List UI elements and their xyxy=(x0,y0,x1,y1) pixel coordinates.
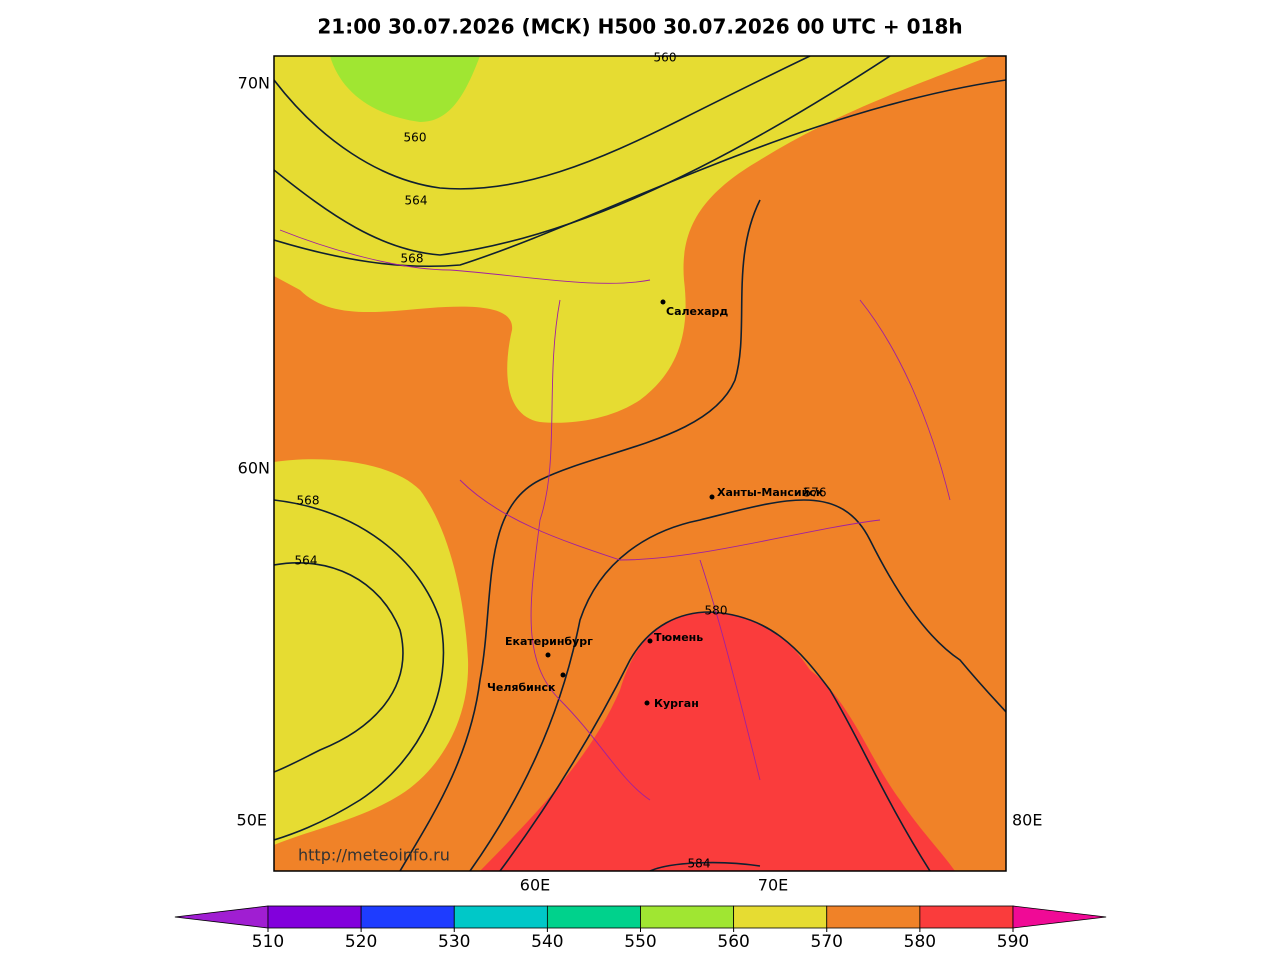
contour-label: 576 xyxy=(804,486,827,500)
lon-label: 80E xyxy=(1012,811,1042,830)
city-dot xyxy=(647,638,653,644)
colorbar-segment xyxy=(640,905,735,929)
city-dot xyxy=(644,700,650,706)
colorbar-tick-label: 520 xyxy=(345,932,377,952)
contour-label: 560 xyxy=(654,51,677,65)
colorbar-segment xyxy=(546,905,641,929)
cities: Салехард Ханты-Мансийск Екатеринбург Тюм… xyxy=(487,299,824,710)
contour-label: 568 xyxy=(297,494,320,508)
map: 560 560 564 568 568 564 576 580 584 Сале… xyxy=(237,51,1043,895)
city-dot xyxy=(660,299,666,305)
lat-label: 60N xyxy=(238,459,270,478)
city-label: Салехард xyxy=(666,305,728,318)
lon-label: 50E xyxy=(237,811,267,830)
isohypse xyxy=(274,56,891,256)
colorbar-tick-label: 510 xyxy=(252,932,284,952)
lon-label: 60E xyxy=(520,876,550,895)
colorbar-segment xyxy=(826,905,921,929)
city-label: Ханты-Мансийск xyxy=(717,486,824,499)
colorbar: 510 520 530 540 550 560 570 580 590 xyxy=(174,905,1107,952)
colorbar-tick-label: 540 xyxy=(531,932,563,952)
isohypse xyxy=(499,611,931,871)
colorbar-tick-label: 580 xyxy=(904,932,936,952)
city-label: Курган xyxy=(654,697,699,710)
city-label: Челябинск xyxy=(487,681,556,694)
isohypse xyxy=(274,56,811,190)
url: http://meteoinfo.ru xyxy=(298,846,450,865)
contour-label: 568 xyxy=(401,252,424,266)
colorbar-tick-label: 550 xyxy=(624,932,656,952)
field-580 xyxy=(480,611,955,871)
colorbar-segment xyxy=(919,905,1014,929)
contour-label: 564 xyxy=(405,194,428,208)
colorbar-tick-label: 590 xyxy=(997,932,1029,952)
field-560 xyxy=(274,56,990,423)
colorbar-tick-label: 530 xyxy=(438,932,470,952)
contour-label: 584 xyxy=(688,857,711,871)
map-frame xyxy=(273,55,1007,872)
field-550 xyxy=(330,56,480,122)
isohypse xyxy=(649,861,761,871)
isohypse xyxy=(274,499,445,841)
colorbar-segment xyxy=(267,905,362,929)
isohypse xyxy=(399,199,761,871)
city-dot xyxy=(709,494,715,500)
contour-label: 564 xyxy=(295,554,318,568)
contour-label: 580 xyxy=(705,604,728,618)
city-label: Екатеринбург xyxy=(505,635,593,648)
title: 21:00 30.07.2026 (МСК) H500 30.07.2026 0… xyxy=(317,15,962,39)
isohypse xyxy=(469,499,1006,871)
colorbar-tick-label: 560 xyxy=(717,932,749,952)
isohypse xyxy=(274,562,404,773)
colorbar-extend xyxy=(1012,905,1107,929)
colorbar-segment xyxy=(733,905,828,929)
lat-label: 70N xyxy=(238,74,270,93)
isohypse xyxy=(274,79,1006,268)
colorbar-segment xyxy=(453,905,548,929)
contour-label: 560 xyxy=(404,131,427,145)
city-dot xyxy=(560,672,566,678)
colorbar-segment xyxy=(360,905,455,929)
contour-labels: 560 560 564 568 568 564 576 580 584 xyxy=(295,51,827,871)
border xyxy=(279,229,951,801)
city-label: Тюмень xyxy=(654,631,703,644)
colorbar-extend xyxy=(174,905,269,929)
lon-label: 70E xyxy=(758,876,788,895)
colorbar-tick-label: 570 xyxy=(811,932,843,952)
city-dot xyxy=(545,652,551,658)
